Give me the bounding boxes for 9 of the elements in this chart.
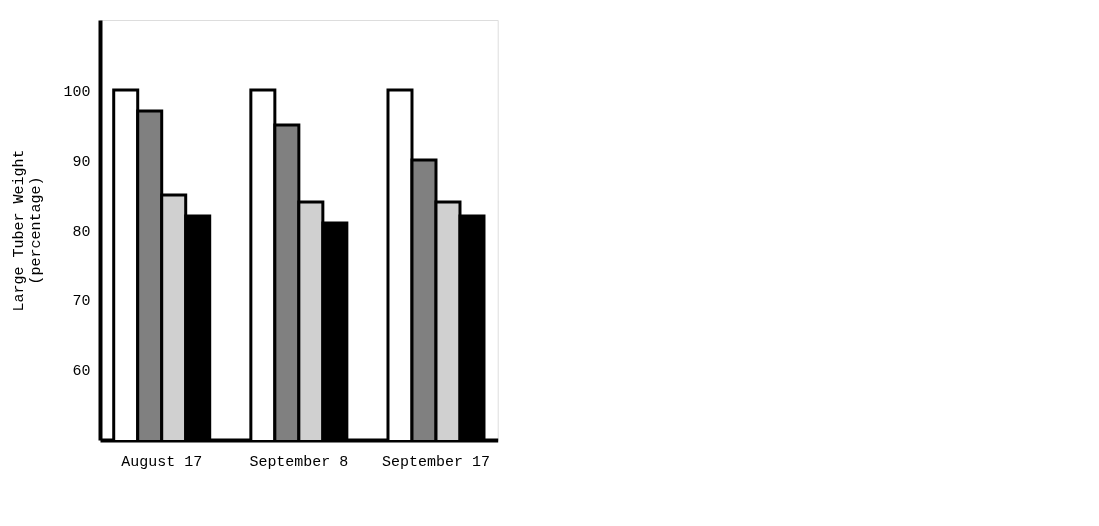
x-tick-label: August 17 — [121, 454, 203, 472]
x-tick-label: September 17 — [382, 454, 490, 472]
y-tick-label: 60 — [72, 363, 91, 381]
y-tick-label: 70 — [72, 293, 91, 311]
y-axis-title: Large Tuber Weight (percentage) — [11, 149, 46, 312]
x-tick-label: September 8 — [249, 454, 349, 472]
y-tick-label: 80 — [72, 223, 91, 241]
y-tick-label: 100 — [63, 83, 91, 101]
y-tick-label: 90 — [72, 153, 91, 171]
